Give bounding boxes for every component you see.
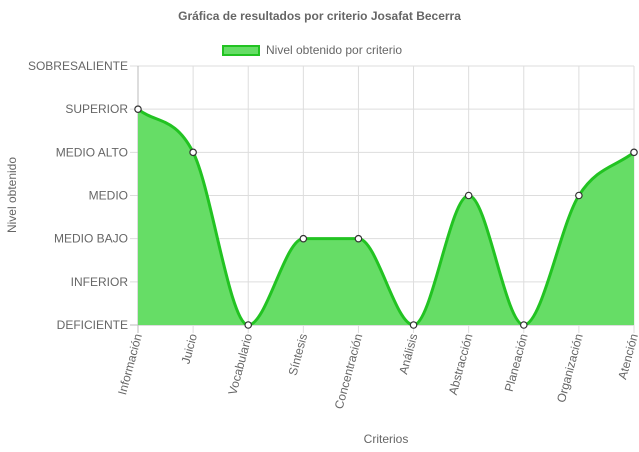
data-point[interactable] — [189, 148, 197, 157]
legend-label: Nivel obtenido por criterio — [266, 43, 403, 57]
x-tick-label: Información — [115, 332, 145, 396]
x-tick-label: Vocabulario — [225, 332, 255, 397]
y-axis-title: Nivel obtenido — [5, 157, 19, 233]
y-tick-label: MEDIO — [89, 189, 128, 203]
y-tick-label: MEDIO ALTO — [56, 145, 128, 159]
x-tick-label: Análisis — [396, 332, 420, 376]
x-tick-label: Concentración — [332, 332, 366, 410]
data-point[interactable] — [519, 321, 528, 329]
data-point[interactable] — [354, 234, 363, 243]
x-tick-label: Juicio — [179, 332, 201, 366]
chart-title: Gráfica de resultados por criterio Josaf… — [178, 9, 461, 23]
x-tick-label: Síntesis — [286, 332, 311, 377]
y-tick-label: INFERIOR — [71, 275, 129, 289]
legend[interactable]: Nivel obtenido por criterio — [222, 42, 402, 58]
data-point[interactable] — [575, 191, 583, 200]
y-tick-label: SUPERIOR — [65, 102, 128, 116]
y-axis-ticks: DEFICIENTE INFERIOR MEDIO BAJO MEDIO MEDIO A… — [28, 59, 128, 332]
data-point[interactable] — [630, 148, 638, 157]
series-area — [137, 107, 635, 327]
x-axis-title: Criterios — [364, 432, 409, 446]
x-tick-label: Planeación — [502, 332, 531, 393]
y-tick-label: DEFICIENTE — [57, 318, 128, 332]
data-point[interactable] — [464, 191, 473, 200]
series-line — [137, 107, 635, 327]
x-tick-label: Atención — [615, 332, 639, 381]
data-point[interactable] — [409, 321, 418, 329]
x-axis-ticks: Información Juicio Vocabulario Síntesis Conc… — [115, 332, 639, 411]
legend-swatch — [222, 44, 260, 56]
y-tick-label: SOBRESALIENTE — [28, 59, 128, 73]
data-point[interactable] — [299, 234, 308, 243]
data-points — [134, 105, 638, 329]
y-tick-label: MEDIO BAJO — [54, 232, 128, 246]
data-point[interactable] — [244, 321, 253, 329]
data-point[interactable] — [134, 105, 142, 113]
x-tick-label: Abstracción — [446, 332, 476, 396]
x-tick-label: Organización — [554, 332, 586, 404]
